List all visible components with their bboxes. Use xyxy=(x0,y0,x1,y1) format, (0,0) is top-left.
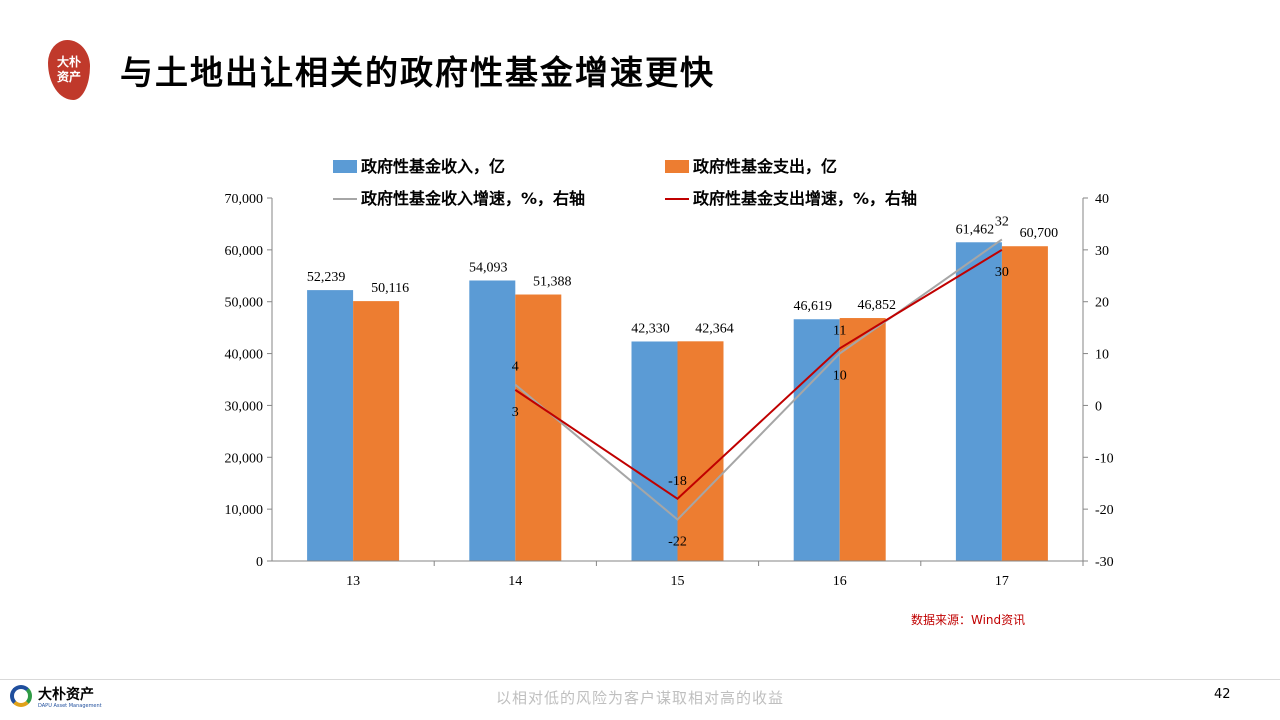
y-right-tick-label: -20 xyxy=(1095,503,1114,518)
data-source-note: 数据来源：Wind资讯 xyxy=(911,613,1026,627)
bar-expenditure xyxy=(677,341,724,561)
y-left-tick-label: 10,000 xyxy=(225,503,264,518)
x-tick-label: 15 xyxy=(671,574,685,589)
y-right-tick-label: 20 xyxy=(1095,296,1109,311)
page-title: 与土地出让相关的政府性基金增速更快 xyxy=(120,53,715,92)
bar-data-label: 52,239 xyxy=(307,270,346,285)
bar-data-label: 46,619 xyxy=(793,299,832,314)
bar-expenditure xyxy=(515,294,562,561)
line-data-label: 32 xyxy=(995,214,1009,229)
bar-data-label: 61,462 xyxy=(956,222,995,237)
bar-data-label: 46,852 xyxy=(857,298,896,313)
line-expenditure-growth xyxy=(514,249,1003,501)
line-data-label: 3 xyxy=(512,405,519,420)
y-right-tick-label: -10 xyxy=(1095,451,1114,466)
legend-label: 政府性基金支出，亿 xyxy=(693,157,837,176)
legend-label: 政府性基金收入增速，%，右轴 xyxy=(361,189,585,208)
bar-income xyxy=(793,319,840,561)
bar-data-label: 50,116 xyxy=(371,281,409,296)
legend-label: 政府性基金支出增速，%，右轴 xyxy=(693,189,917,208)
line-data-label: 11 xyxy=(833,323,846,338)
line-data-label: -22 xyxy=(668,535,687,550)
y-right-tick-label: 0 xyxy=(1095,399,1102,414)
bar-expenditure xyxy=(1001,246,1048,561)
y-right-tick-label: -30 xyxy=(1095,555,1114,570)
bar-data-label: 42,330 xyxy=(631,321,670,336)
y-left-tick-label: 60,000 xyxy=(225,244,264,259)
line-data-label: 30 xyxy=(995,265,1009,280)
x-tick-label: 16 xyxy=(833,574,847,589)
legend-swatch xyxy=(665,160,689,173)
page-number: 42 xyxy=(1214,687,1231,702)
line-data-label: -18 xyxy=(668,474,687,489)
bar-expenditure xyxy=(353,301,400,561)
bar-data-label: 42,364 xyxy=(695,321,734,336)
y-right-tick-label: 30 xyxy=(1095,244,1109,259)
y-right-tick-label: 40 xyxy=(1095,192,1109,207)
y-left-tick-label: 0 xyxy=(256,555,263,570)
footer-logo: 大朴资产 DAPU Asset Management xyxy=(8,683,128,715)
line-data-label: 10 xyxy=(833,369,847,384)
x-tick-label: 13 xyxy=(346,574,360,589)
footer-divider xyxy=(0,679,1280,680)
bar-data-label: 54,093 xyxy=(469,260,508,275)
x-tick-label: 14 xyxy=(508,574,522,589)
bar-data-label: 60,700 xyxy=(1020,226,1059,241)
y-right-tick-label: 10 xyxy=(1095,348,1109,363)
y-left-tick-label: 30,000 xyxy=(225,399,264,414)
bar-income xyxy=(307,290,354,561)
y-left-tick-label: 70,000 xyxy=(225,192,264,207)
y-left-tick-label: 40,000 xyxy=(225,348,264,363)
bar-expenditure xyxy=(839,318,886,561)
line-data-label: 4 xyxy=(512,360,519,375)
legend-swatch xyxy=(333,160,357,173)
bar-income xyxy=(955,242,1002,561)
line-income-growth xyxy=(514,238,1003,521)
legend-label: 政府性基金收入，亿 xyxy=(361,157,505,176)
footer-company-name: 大朴资产 xyxy=(38,687,94,703)
footer-slogan: 以相对低的风险为客户谋取相对高的收益 xyxy=(495,689,784,707)
y-left-tick-label: 50,000 xyxy=(225,296,264,311)
bar-income xyxy=(631,341,678,561)
footer-company-name-en: DAPU Asset Management xyxy=(38,703,102,709)
seal-text-line-2: 资产 xyxy=(56,70,81,84)
bar-income xyxy=(469,280,516,561)
company-ring-icon xyxy=(10,685,32,707)
seal-text-line-1: 大朴 xyxy=(56,55,81,69)
y-left-tick-label: 20,000 xyxy=(225,451,264,466)
bar-data-label: 51,388 xyxy=(533,275,572,290)
x-tick-label: 17 xyxy=(995,574,1009,589)
